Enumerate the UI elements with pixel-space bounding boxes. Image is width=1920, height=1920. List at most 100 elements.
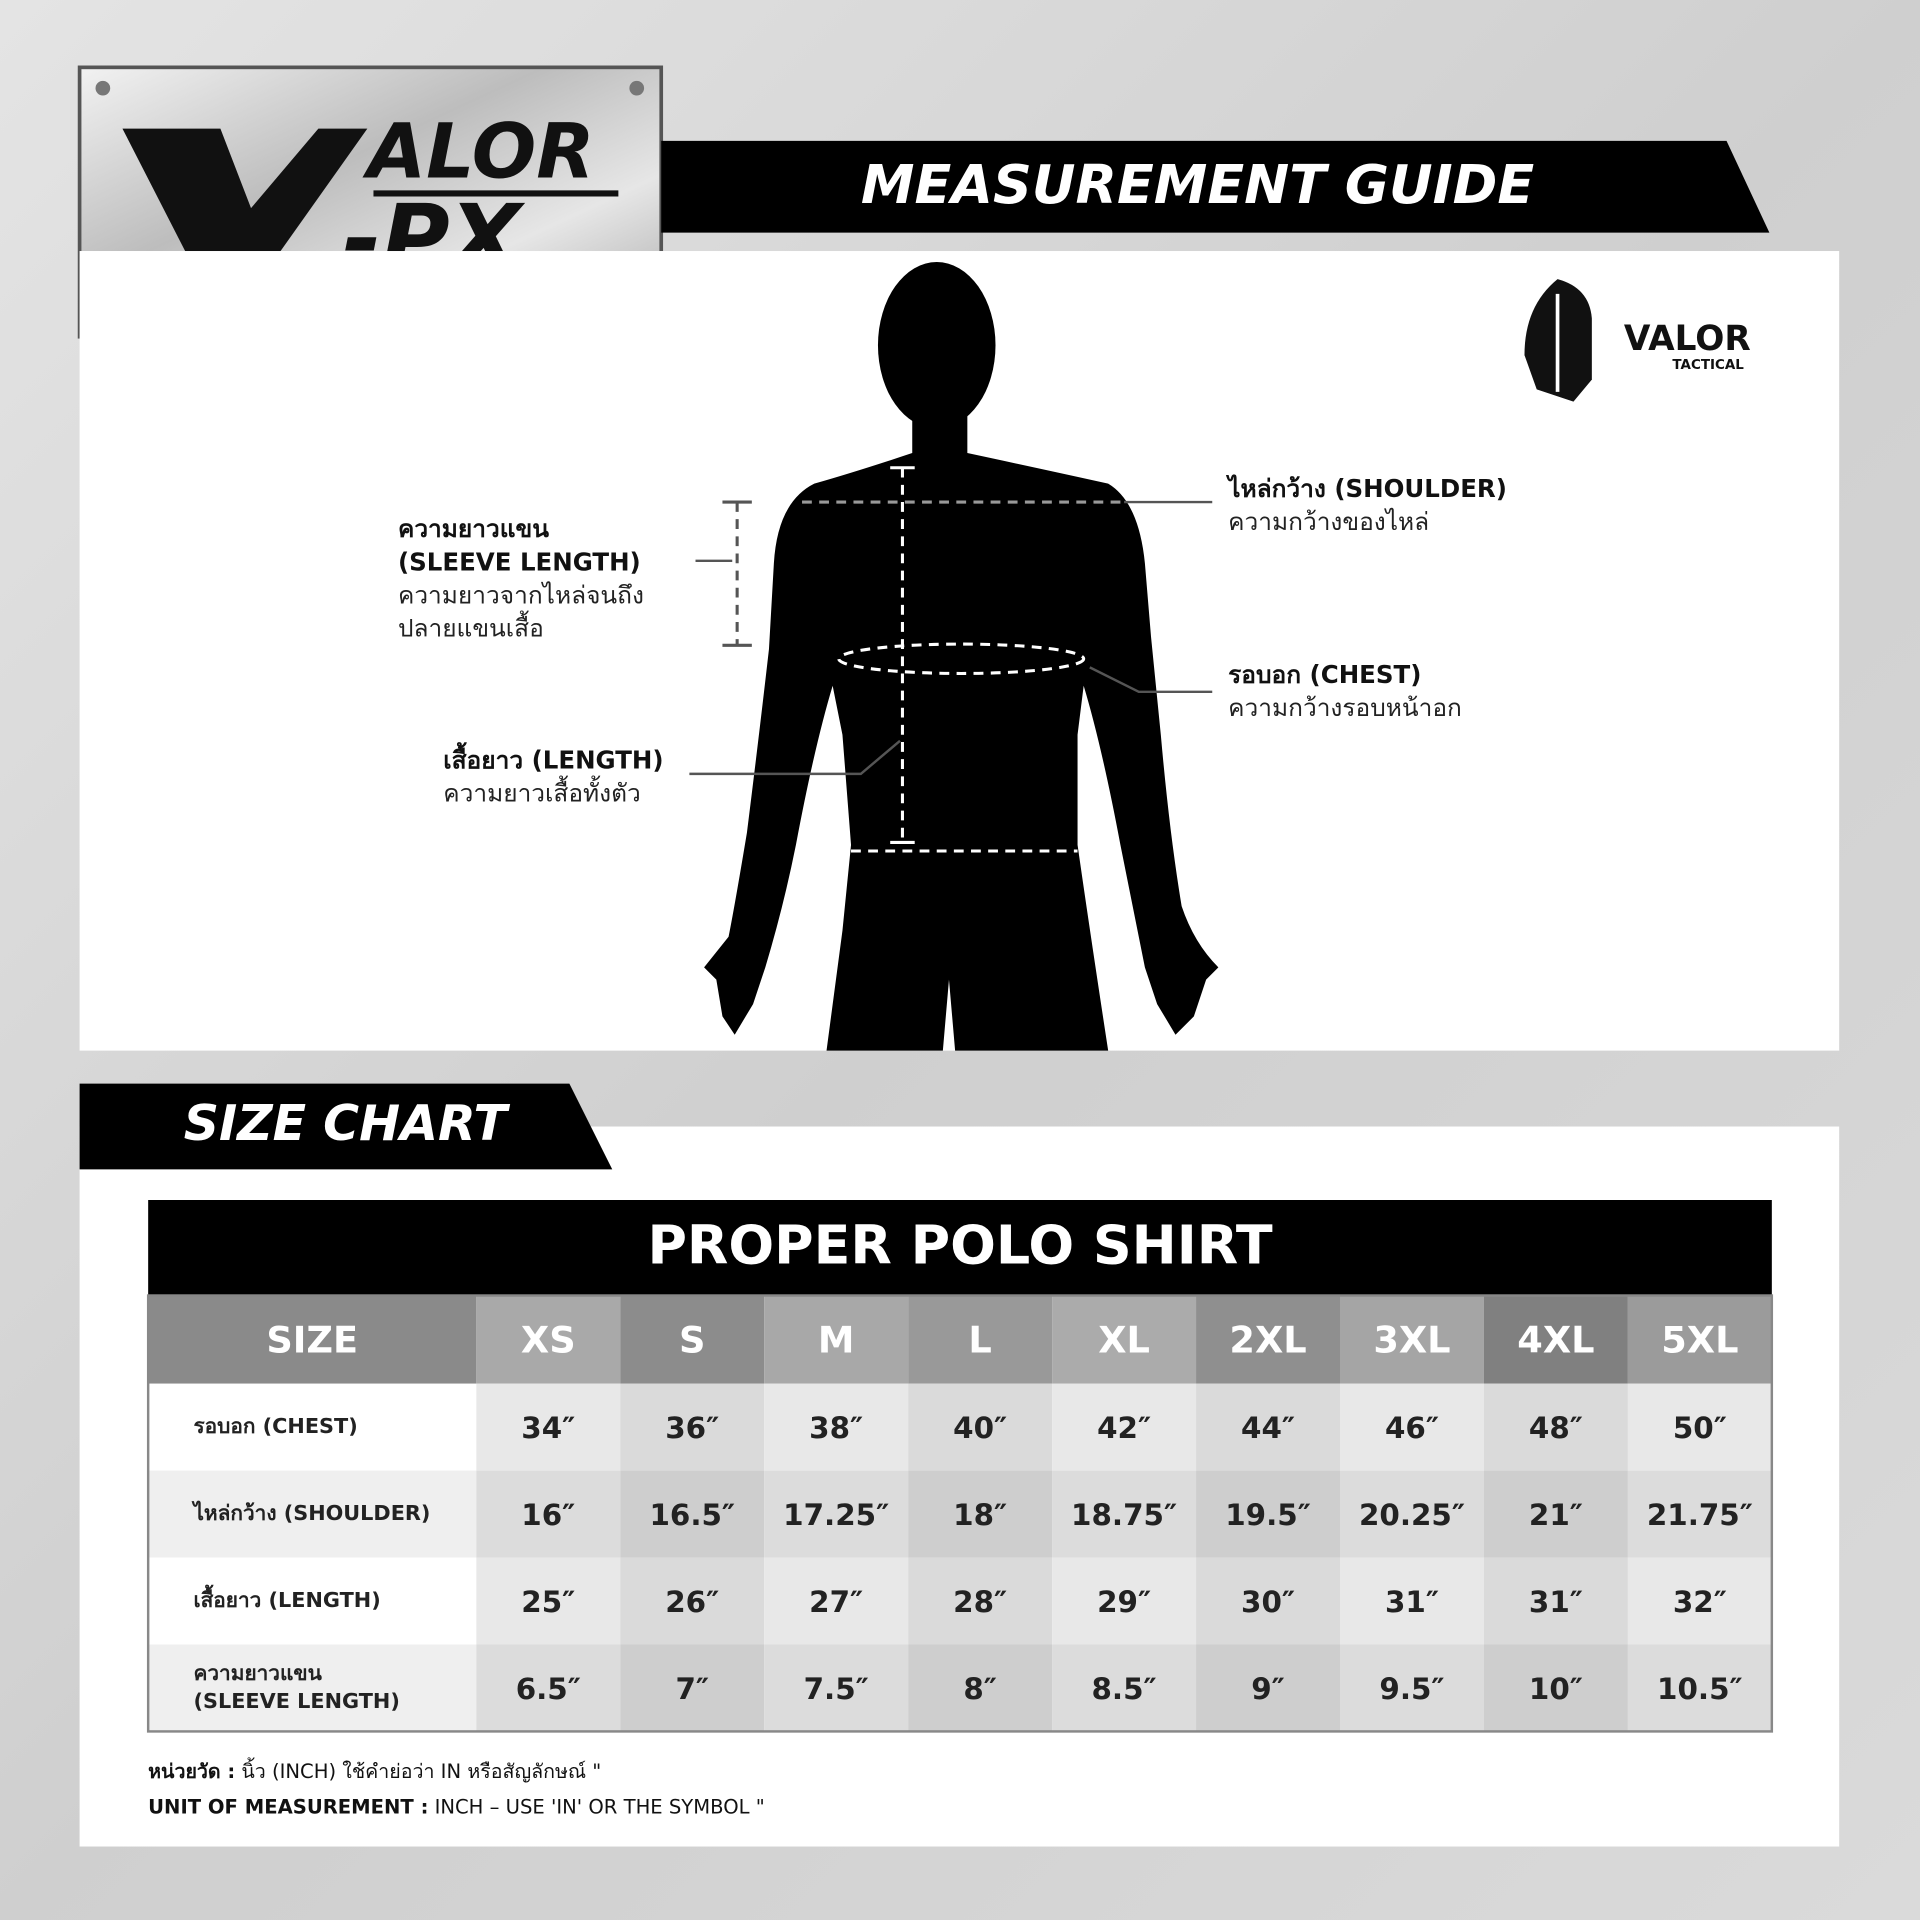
table-title: PROPER POLO SHIRT <box>647 1214 1272 1277</box>
footnote-label: หน่วยวัด : <box>148 1759 235 1782</box>
header-label: XS <box>521 1319 576 1362</box>
footnotes: หน่วยวัด : นิ้ว (INCH) ใช้คำย่อว่า IN หรื… <box>148 1756 765 1818</box>
value-label: 8″ <box>963 1672 997 1706</box>
header-cell <box>148 1295 477 1384</box>
value-label: 10.5″ <box>1657 1672 1743 1706</box>
row-label-cell <box>148 1557 477 1645</box>
value-cell <box>1196 1644 1340 1732</box>
value-label: 9.5″ <box>1379 1672 1444 1706</box>
value-label: 16.5″ <box>649 1498 735 1532</box>
value-label: 28″ <box>953 1585 1007 1619</box>
value-label: 7″ <box>675 1672 709 1706</box>
guide-banner <box>661 140 1770 233</box>
annotation-title: เสื้อยาว (LENGTH) <box>443 742 663 775</box>
value-label: 46″ <box>1385 1411 1439 1445</box>
annotation-title: (SLEEVE LENGTH) <box>398 547 641 576</box>
value-cell <box>1483 1557 1628 1645</box>
value-label: 21″ <box>1529 1498 1583 1532</box>
value-cell <box>1627 1470 1772 1558</box>
annotation-description: ความยาวจากไหล่จนถึง <box>398 580 644 609</box>
value-cell <box>1627 1383 1772 1471</box>
header-cell <box>1052 1295 1197 1384</box>
value-cell <box>620 1470 765 1558</box>
header-cell <box>1196 1295 1340 1384</box>
header-label: 2XL <box>1229 1319 1306 1362</box>
header-label: M <box>818 1319 855 1362</box>
value-label: 10″ <box>1529 1672 1583 1706</box>
value-label: 29″ <box>1097 1585 1151 1619</box>
value-label: 21.75″ <box>1647 1498 1753 1532</box>
header-label: S <box>679 1319 705 1362</box>
value-label: 25″ <box>521 1585 575 1619</box>
value-cell <box>1340 1383 1484 1471</box>
value-label: 19.5″ <box>1225 1498 1311 1532</box>
value-cell <box>1052 1470 1197 1558</box>
header-cell <box>1483 1295 1628 1384</box>
annotation-description: ความกว้างรอบหน้าอก <box>1228 693 1462 722</box>
header-label: XL <box>1098 1319 1150 1362</box>
size-chart-title: SIZE CHART <box>184 1095 511 1152</box>
value-label: 34″ <box>521 1411 575 1445</box>
footnote: หน่วยวัด : นิ้ว (INCH) ใช้คำย่อว่า IN หรื… <box>148 1756 601 1782</box>
value-cell <box>476 1383 621 1471</box>
value-label: 50″ <box>1673 1411 1727 1445</box>
size-chart-banner <box>79 1083 613 1170</box>
value-label: 17.25″ <box>783 1498 889 1532</box>
annotations: ไหล่กว้าง (SHOULDER) ความกว้างของไหล่รอบอ… <box>398 474 1507 808</box>
value-label: 42″ <box>1097 1411 1151 1445</box>
value-label: 9″ <box>1251 1672 1285 1706</box>
value-cell <box>1052 1644 1197 1732</box>
value-label: 31″ <box>1385 1585 1439 1619</box>
header-cell <box>764 1295 909 1384</box>
size-table: PROPER POLO SHIRT SIZE XS S M L XL 2XL 3XL 4XL 5XL… <box>146 1200 1774 1733</box>
value-cell <box>908 1557 1053 1645</box>
value-cell <box>620 1383 765 1471</box>
value-cell <box>1627 1644 1772 1732</box>
value-label: 38″ <box>809 1411 863 1445</box>
value-cell <box>1483 1470 1628 1558</box>
body-silhouette <box>689 262 1219 1051</box>
value-label: 30″ <box>1241 1585 1295 1619</box>
value-cell <box>476 1470 621 1558</box>
value-cell <box>908 1644 1053 1732</box>
brand-logo: VALOR TACTICAL <box>1524 279 1751 402</box>
annotation-title: ความยาวแขน <box>398 514 549 543</box>
value-cell <box>1196 1383 1340 1471</box>
value-cell <box>1340 1644 1484 1732</box>
header-cell <box>476 1295 621 1384</box>
value-cell <box>764 1470 909 1558</box>
value-label: 31″ <box>1529 1585 1583 1619</box>
logo-top: ALOR <box>362 108 594 196</box>
value-cell <box>1340 1470 1484 1558</box>
value-label: 16″ <box>521 1498 575 1532</box>
brand-tagline: TACTICAL <box>1672 358 1744 373</box>
annotation-description: ความยาวเสื้อทั้งตัว <box>443 776 641 808</box>
row-label-cell <box>148 1470 477 1558</box>
value-cell <box>908 1470 1053 1558</box>
value-cell <box>1196 1470 1340 1558</box>
logo-v-shape <box>122 128 368 285</box>
value-label: 48″ <box>1529 1411 1583 1445</box>
row-label: (SLEEVE LENGTH) <box>193 1689 399 1713</box>
footnote-text: นิ้ว (INCH) ใช้คำย่อว่า IN หรือสัญลักษณ์… <box>241 1756 601 1782</box>
row-label: เสื้อยาว (LENGTH) <box>193 1584 380 1612</box>
header-cell <box>1340 1295 1484 1384</box>
header-cell <box>908 1295 1053 1384</box>
value-label: 27″ <box>809 1585 863 1619</box>
guide-title: MEASUREMENT GUIDE <box>861 153 1535 216</box>
header-label: 5XL <box>1661 1319 1738 1362</box>
table-border <box>146 1294 1774 1733</box>
row-label: รอบอก (CHEST) <box>193 1414 357 1438</box>
header-cell <box>1627 1295 1772 1384</box>
annotation-title: ไหล่กว้าง (SHOULDER) <box>1225 474 1507 503</box>
header-label: SIZE <box>266 1319 358 1362</box>
value-label: 18.75″ <box>1071 1498 1177 1532</box>
value-cell <box>764 1644 909 1732</box>
value-label: 26″ <box>665 1585 719 1619</box>
value-cell <box>1196 1557 1340 1645</box>
value-label: 8.5″ <box>1091 1672 1156 1706</box>
value-label: 40″ <box>953 1411 1007 1445</box>
value-cell <box>1483 1644 1628 1732</box>
footnote-text: INCH – USE 'IN' OR THE SYMBOL " <box>435 1795 765 1818</box>
